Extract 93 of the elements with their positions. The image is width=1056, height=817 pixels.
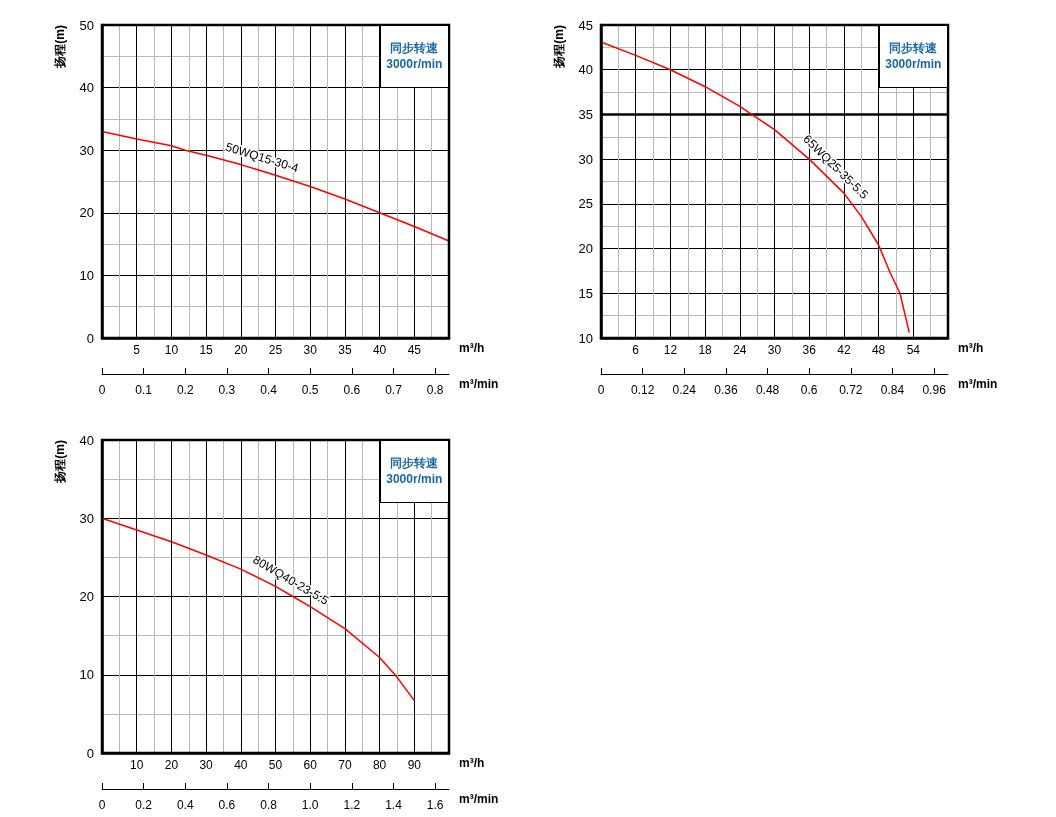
annotation: 同步转速 — [390, 40, 439, 57]
x2-tick-label: 0.36 — [714, 383, 738, 397]
x-axis-title: m³/h — [459, 341, 485, 355]
x2-tick-label: 0.6 — [343, 383, 361, 397]
x2-tick-label: 0 — [98, 798, 106, 812]
y-tick-label: 0 — [86, 330, 94, 346]
x-tick-label: 42 — [837, 343, 851, 357]
x2-tick-label: 0.5 — [301, 383, 319, 397]
y-tick-label: 40 — [79, 80, 94, 96]
x2-tick-label: 0.6 — [800, 383, 818, 397]
annotation: 3000r/min — [386, 56, 443, 73]
y-tick-label: 15 — [578, 285, 593, 301]
x-tick-label: 25 — [268, 343, 283, 357]
x2-tick-label: 1.0 — [301, 798, 319, 812]
x2-tick-label: 0.2 — [135, 798, 153, 812]
x2-tick-label: 0.8 — [426, 383, 444, 397]
y-tick-label: 10 — [578, 330, 593, 346]
x-tick-label: 48 — [871, 343, 886, 357]
y-tick-label: 35 — [578, 106, 593, 122]
annotation: 同步转速 — [390, 455, 439, 472]
y-tick-label: 10 — [79, 267, 94, 283]
x-tick-label: 15 — [199, 343, 214, 357]
x-tick-label: 10 — [130, 758, 144, 772]
x2-tick-label: 0.2 — [176, 383, 194, 397]
x2-tick-label: 0.48 — [755, 383, 780, 397]
x-tick-label: 5 — [133, 343, 141, 357]
x2-tick-label: 0.7 — [385, 383, 403, 397]
x-tick-label: 30 — [199, 758, 214, 772]
x-tick-label: 30 — [767, 343, 782, 357]
y-tick-label: 50 — [79, 17, 94, 33]
x-tick-label: 12 — [663, 343, 678, 357]
info-box: 同步转速 3000r/min — [379, 25, 449, 88]
annotation: 3000r/min — [386, 471, 443, 488]
line-series — [101, 130, 450, 242]
x-tick-label: 24 — [733, 343, 747, 357]
x2-tick-label: 0.1 — [135, 383, 153, 397]
x2-axis-title: m³/min — [958, 377, 998, 391]
x-tick-label: 36 — [802, 343, 817, 357]
x2-tick-label: 0.3 — [218, 383, 236, 397]
y-tick-label: 30 — [578, 151, 593, 167]
y-axis-title: 扬程(m) — [552, 25, 566, 69]
x-tick-label: 30 — [303, 343, 318, 357]
line-series — [101, 517, 416, 702]
y-tick-label: 20 — [79, 589, 94, 604]
x-tick-label: 40 — [234, 758, 248, 772]
x2-tick-label: 0.6 — [218, 798, 236, 812]
x2-tick-label: 0.4 — [260, 383, 278, 397]
x2-tick-label: 0.72 — [839, 383, 863, 397]
annotation: 3000r/min — [885, 56, 942, 73]
y-axis-title: 扬程(m) — [53, 440, 67, 484]
info-box: 同步转速 3000r/min — [379, 440, 449, 503]
x-axis-title: m³/h — [958, 341, 984, 355]
y-tick-label: 30 — [79, 142, 94, 158]
x-tick-label: 6 — [632, 343, 640, 357]
y-axis-title: 扬程(m) — [53, 25, 67, 69]
x-tick-label: 60 — [303, 758, 318, 772]
x2-tick-label: 0.4 — [176, 798, 194, 812]
x-tick-label: 40 — [372, 343, 387, 357]
x2-tick-label: 0 — [597, 383, 605, 397]
x2-tick-label: 1.6 — [426, 798, 444, 812]
x-tick-label: 70 — [338, 758, 352, 772]
y-tick-label: 25 — [578, 196, 593, 212]
y-tick-label: 20 — [79, 205, 94, 221]
x2-tick-label: 0.12 — [630, 383, 655, 397]
x-tick-label: 20 — [164, 758, 179, 772]
x-tick-label: 35 — [338, 343, 352, 357]
x2-tick-label: 1.2 — [343, 798, 361, 812]
x-tick-label: 45 — [407, 343, 422, 357]
x-tick-label: 18 — [698, 343, 713, 357]
x-axis-title: m³/h — [459, 756, 485, 770]
y-tick-label: 20 — [578, 241, 593, 257]
x2-tick-label: 0.84 — [880, 383, 905, 397]
x2-tick-label: 0.96 — [922, 383, 947, 397]
y-tick-label: 40 — [79, 432, 94, 448]
x-tick-label: 10 — [164, 343, 179, 357]
y-tick-label: 10 — [79, 667, 94, 683]
x2-tick-label: 0.8 — [260, 798, 278, 812]
x2-tick-label: 0 — [98, 383, 106, 397]
x-tick-label: 90 — [407, 758, 422, 772]
x-tick-label: 54 — [906, 343, 921, 357]
x-tick-label: 50 — [268, 758, 283, 772]
y-tick-label: 45 — [578, 17, 593, 33]
x-tick-label: 20 — [234, 343, 248, 357]
y-tick-label: 30 — [79, 510, 94, 526]
x2-axis-title: m³/min — [459, 792, 499, 806]
x2-tick-label: 0.24 — [672, 383, 697, 397]
x2-axis-title: m³/min — [459, 377, 499, 391]
y-tick-label: 40 — [578, 62, 593, 78]
x-tick-label: 80 — [372, 758, 387, 772]
info-box: 同步转速 3000r/min — [878, 25, 948, 88]
x2-tick-label: 1.4 — [385, 798, 403, 812]
y-tick-label: 0 — [86, 745, 94, 761]
annotation: 同步转速 — [889, 40, 938, 57]
